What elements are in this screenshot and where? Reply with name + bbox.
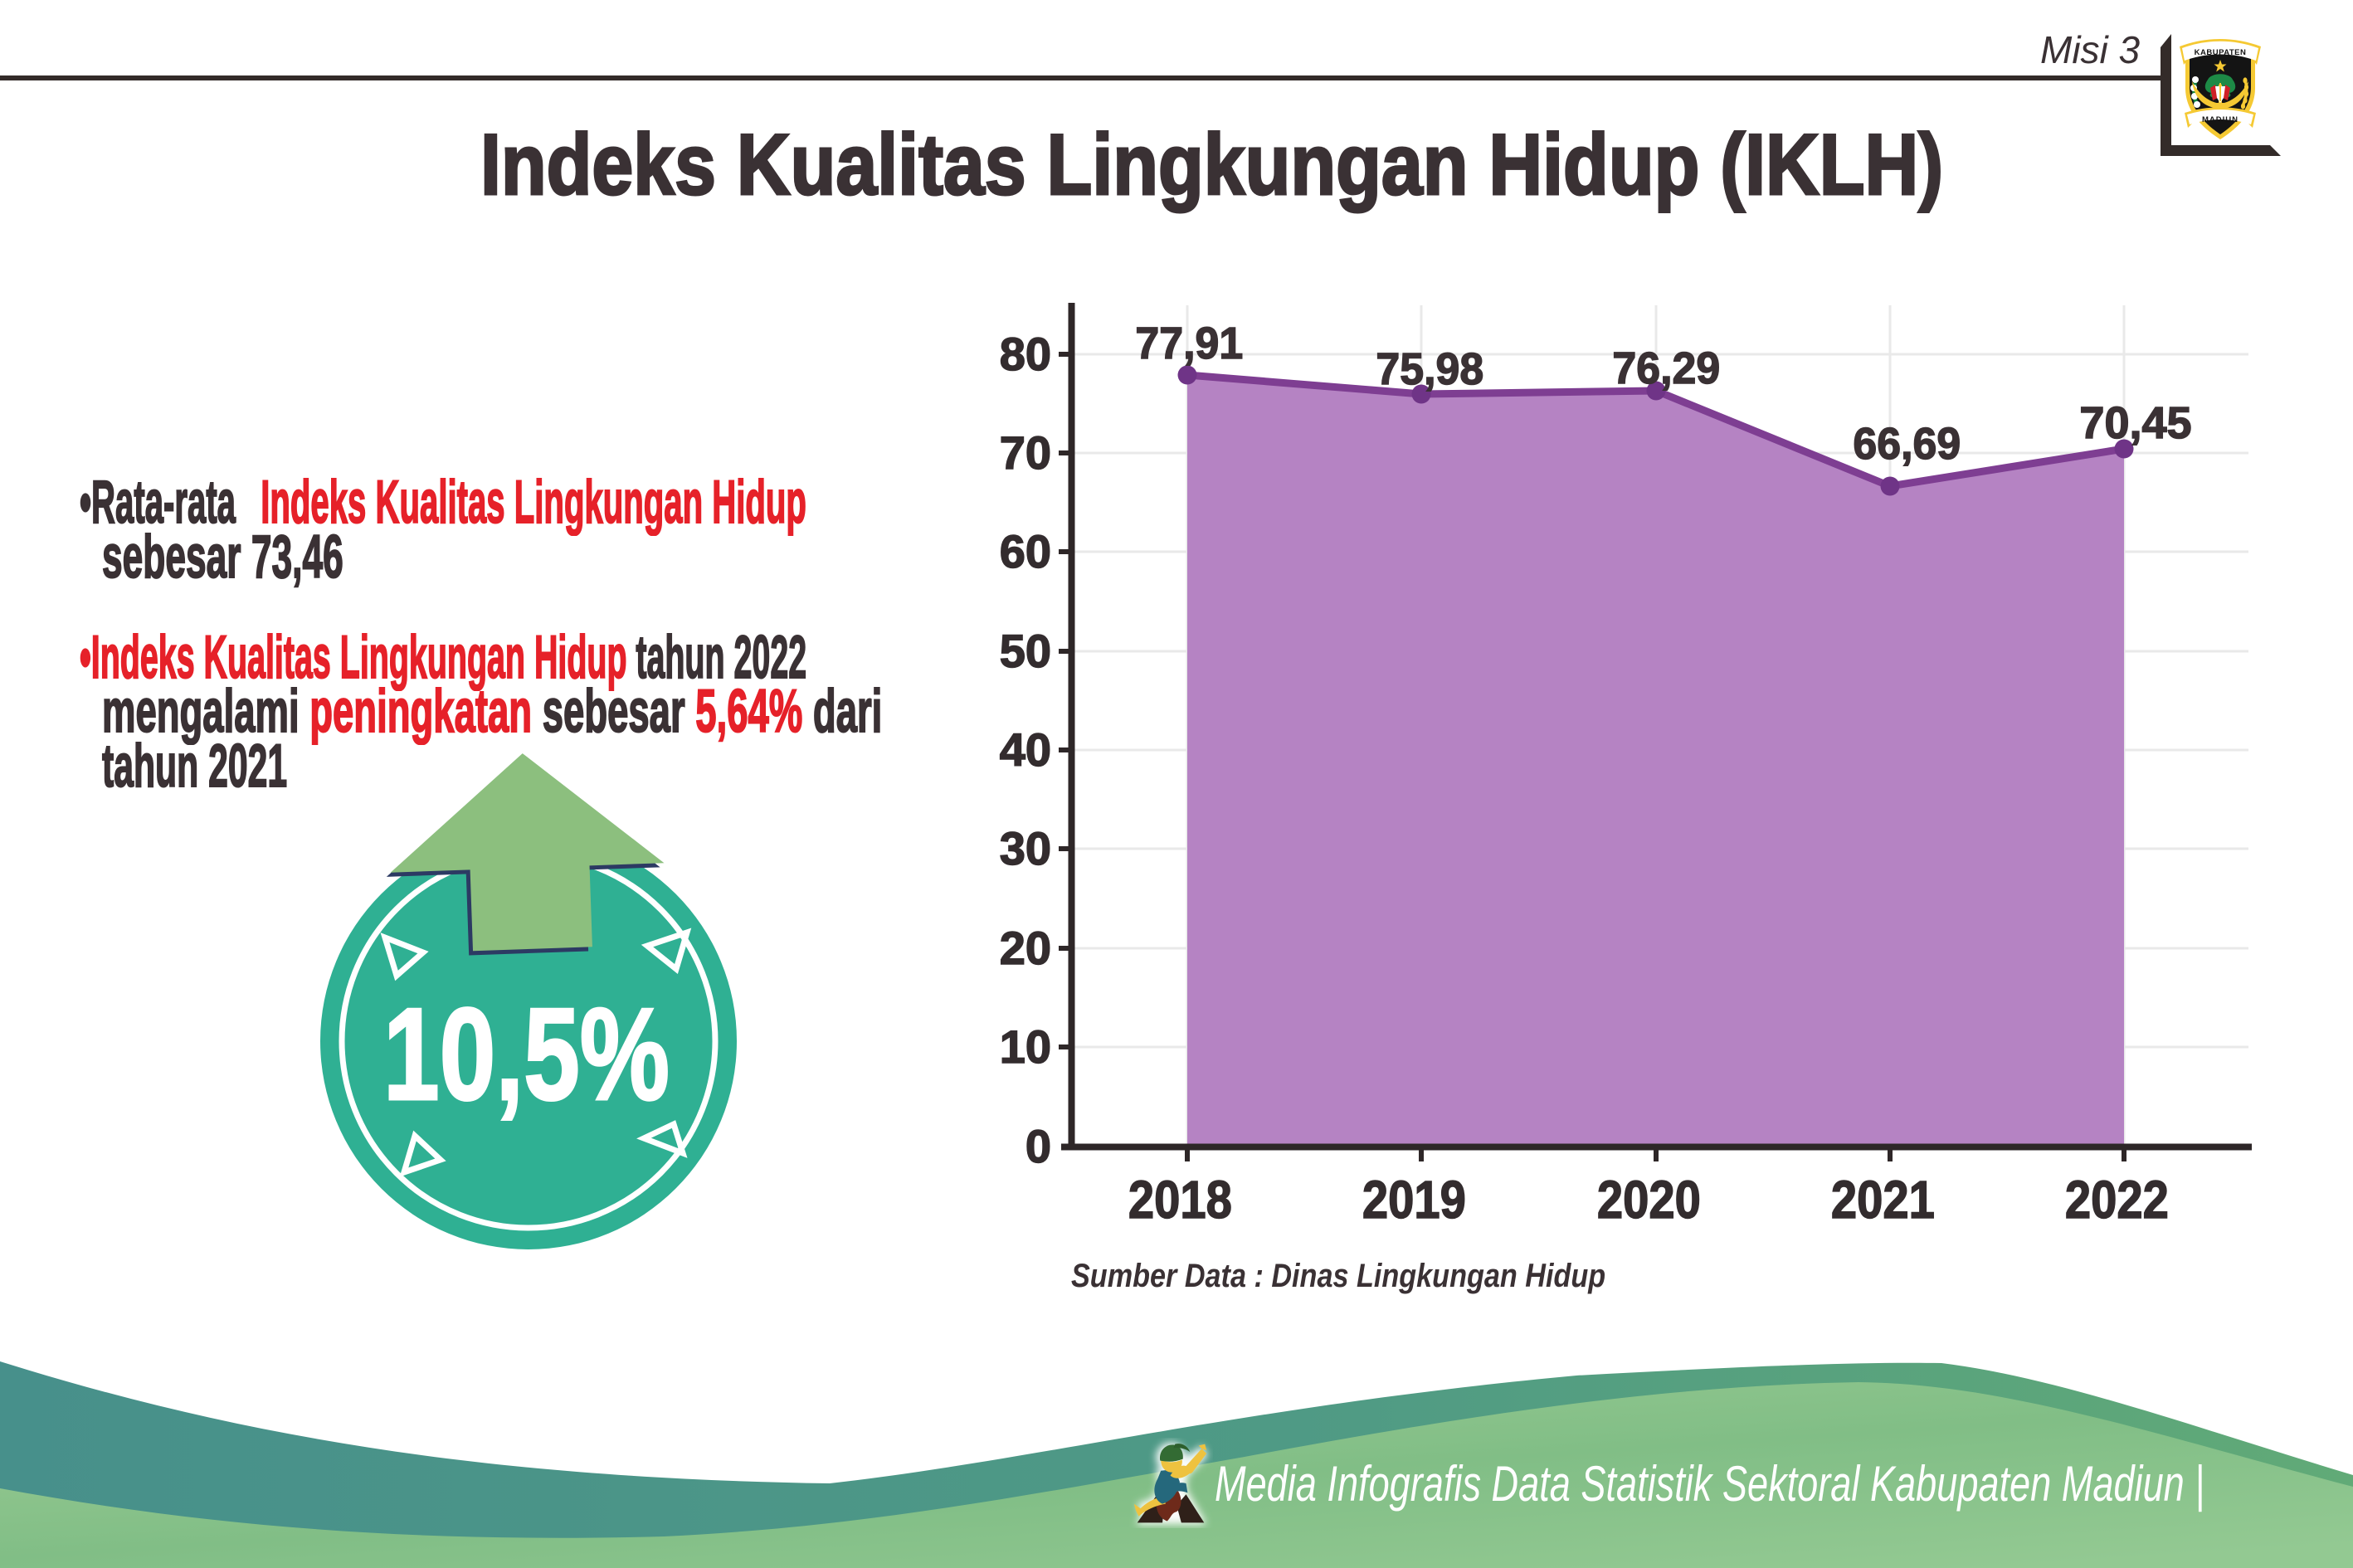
svg-text:MADIUN: MADIUN [2202,115,2239,124]
svg-text:KABUPATEN: KABUPATEN [2195,48,2247,57]
